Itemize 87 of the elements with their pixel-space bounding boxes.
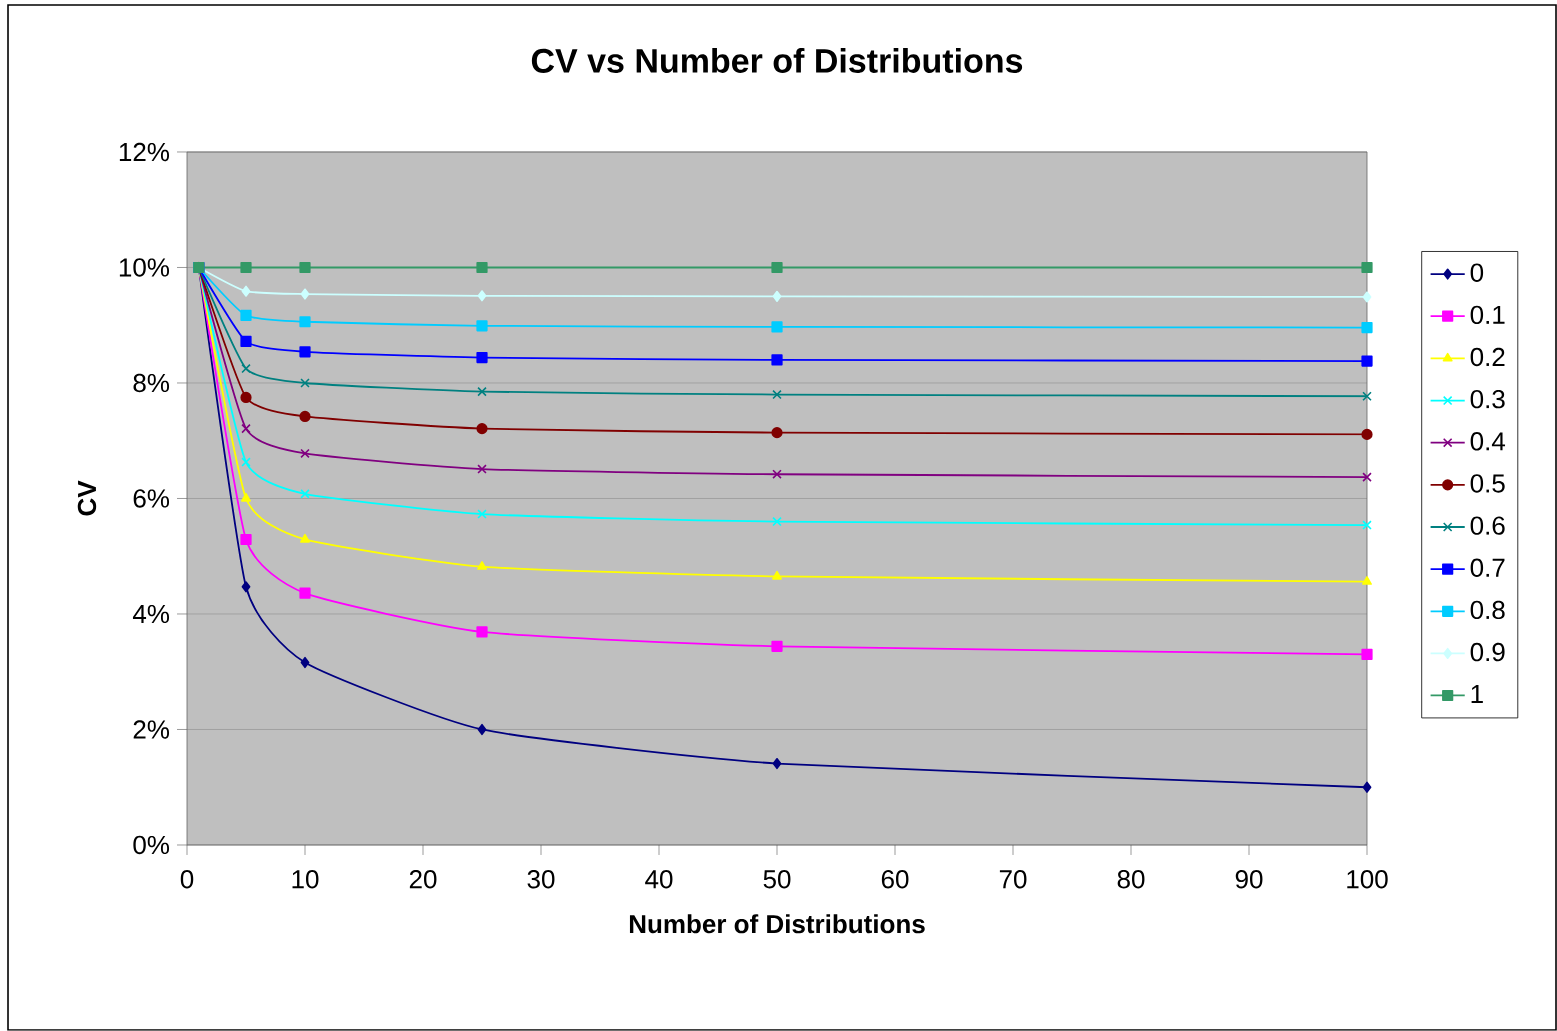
x-tick-label: 30 xyxy=(527,870,555,889)
point xyxy=(476,423,488,435)
legend-label: 0.1 xyxy=(1470,305,1505,325)
point xyxy=(241,492,251,502)
point xyxy=(1361,261,1373,274)
y-tick-label: 0% xyxy=(133,835,170,855)
y-tick-label: 2% xyxy=(133,720,170,739)
point xyxy=(477,509,487,519)
x-tick-label: 40 xyxy=(645,870,673,889)
point xyxy=(771,354,783,366)
point xyxy=(300,378,310,388)
point xyxy=(771,261,783,274)
point xyxy=(300,534,310,543)
legend-label: 0.7 xyxy=(1470,558,1505,578)
legend-label: 0.6 xyxy=(1470,516,1505,535)
point xyxy=(1362,391,1372,402)
chart-title: CV vs Number of Distributions xyxy=(531,48,1023,74)
point xyxy=(1362,520,1372,530)
point xyxy=(299,316,311,328)
legend-label: 0.8 xyxy=(1470,600,1505,620)
x-tick-label: 80 xyxy=(1117,870,1145,889)
point xyxy=(771,640,783,653)
point xyxy=(299,587,311,599)
point xyxy=(240,309,252,322)
point xyxy=(1361,428,1373,441)
y-tick-label: 12% xyxy=(119,142,170,162)
point xyxy=(299,410,311,423)
point xyxy=(477,561,487,570)
x-tick-label: 20 xyxy=(409,870,437,889)
point xyxy=(240,391,252,404)
point xyxy=(1362,291,1372,303)
y-tick-label: 6% xyxy=(133,489,170,508)
x-tick-label: 70 xyxy=(999,870,1027,889)
x-tick-label: 100 xyxy=(1347,870,1388,889)
y-tick-label: 8% xyxy=(133,373,170,393)
legend-label: 0.4 xyxy=(1470,432,1506,451)
point xyxy=(772,570,782,580)
point xyxy=(477,290,487,302)
point xyxy=(300,448,310,459)
point xyxy=(300,657,310,669)
point xyxy=(772,516,782,527)
point xyxy=(241,581,251,593)
legend-label: 0 xyxy=(1470,263,1484,282)
point xyxy=(476,320,488,332)
x-tick-label: 90 xyxy=(1235,870,1263,889)
point xyxy=(1362,781,1372,793)
x-tick-label: 60 xyxy=(881,870,909,889)
point xyxy=(771,321,783,333)
point xyxy=(771,427,783,439)
point xyxy=(241,457,251,467)
y-tick-label: 10% xyxy=(119,258,170,277)
point xyxy=(477,464,487,474)
point xyxy=(772,290,782,303)
x-axis-title: Number of Distributions xyxy=(629,914,925,934)
legend-label: 0.5 xyxy=(1470,474,1505,493)
point xyxy=(1361,322,1373,334)
x-tick-label: 10 xyxy=(292,870,319,889)
legend-label: 0.2 xyxy=(1470,347,1505,367)
point xyxy=(772,389,782,400)
point xyxy=(240,534,252,546)
point xyxy=(299,261,311,274)
point xyxy=(772,758,782,770)
point xyxy=(476,626,488,638)
point xyxy=(477,387,487,397)
point xyxy=(1362,576,1372,585)
point xyxy=(240,261,252,274)
point xyxy=(1361,355,1373,367)
point xyxy=(476,352,488,364)
point xyxy=(241,285,251,297)
point xyxy=(299,346,311,358)
legend-label: 1 xyxy=(1471,685,1483,704)
legend-label: 0.3 xyxy=(1470,390,1505,409)
point xyxy=(241,363,251,374)
y-axis-title: CV xyxy=(77,480,97,516)
point xyxy=(300,489,310,499)
point xyxy=(240,335,252,348)
point xyxy=(300,288,310,300)
point xyxy=(1362,472,1372,482)
y-tick-label: 4% xyxy=(132,605,170,624)
point xyxy=(1361,648,1373,661)
legend-label: 0.9 xyxy=(1470,642,1505,662)
point xyxy=(476,261,488,274)
point xyxy=(241,423,251,434)
point xyxy=(772,469,782,480)
x-tick-label: 0 xyxy=(180,870,194,889)
x-tick-label: 50 xyxy=(763,870,791,889)
point xyxy=(477,723,487,736)
